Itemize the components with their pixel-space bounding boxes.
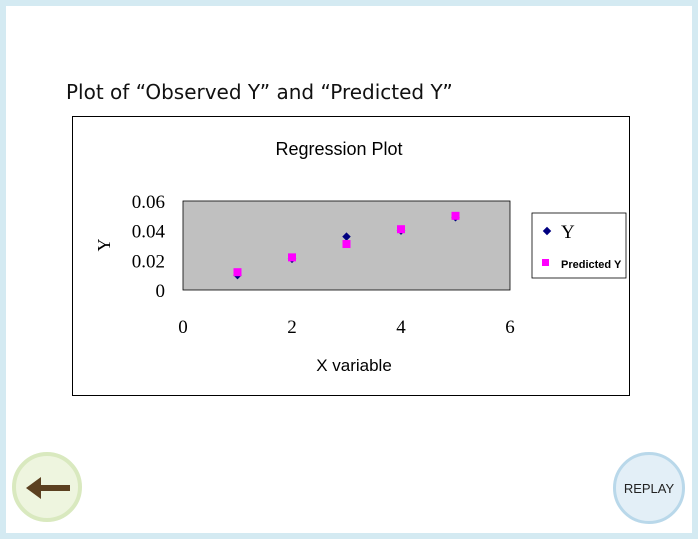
y-tick-label: 0.04 — [132, 222, 166, 243]
back-button[interactable] — [12, 452, 82, 522]
legend-box — [531, 212, 627, 279]
y-tick-label: 0 — [156, 281, 166, 302]
x-axis-ticks: 0 2 4 6 — [178, 317, 515, 338]
chart-container: Regression Plot 0 0.02 0.04 0.06 0 2 4 6 Y X v… — [72, 116, 630, 396]
predicted-point — [233, 268, 242, 277]
x-tick-label: 6 — [505, 317, 515, 338]
page-title: Plot of “Observed Y” and “Predicted Y” — [66, 80, 453, 104]
legend-marker-predicted — [542, 259, 549, 266]
legend-label-y: Y — [561, 222, 575, 243]
data-points — [233, 211, 460, 280]
y-tick-label: 0.06 — [132, 192, 165, 213]
left-arrow-icon — [26, 477, 70, 499]
predicted-point — [342, 240, 351, 249]
y-tick-label: 0.02 — [132, 251, 165, 272]
x-tick-label: 4 — [396, 317, 406, 338]
replay-button[interactable]: REPLAY — [613, 452, 685, 524]
legend: Y Predicted Y — [531, 212, 627, 279]
legend-label-predicted: Predicted Y — [561, 259, 622, 271]
predicted-point — [451, 211, 460, 220]
regression-chart: Regression Plot 0 0.02 0.04 0.06 0 2 4 6 Y X v… — [94, 139, 627, 375]
predicted-point — [288, 253, 296, 262]
x-tick-label: 0 — [178, 317, 188, 338]
predicted-point — [397, 225, 405, 234]
x-axis-label: X variable — [316, 356, 392, 375]
y-axis-label: Y — [94, 239, 114, 252]
chart-title: Regression Plot — [275, 139, 402, 159]
x-tick-label: 2 — [287, 317, 297, 338]
observed-point — [342, 232, 351, 241]
y-axis-ticks: 0 0.02 0.04 0.06 — [132, 192, 166, 302]
